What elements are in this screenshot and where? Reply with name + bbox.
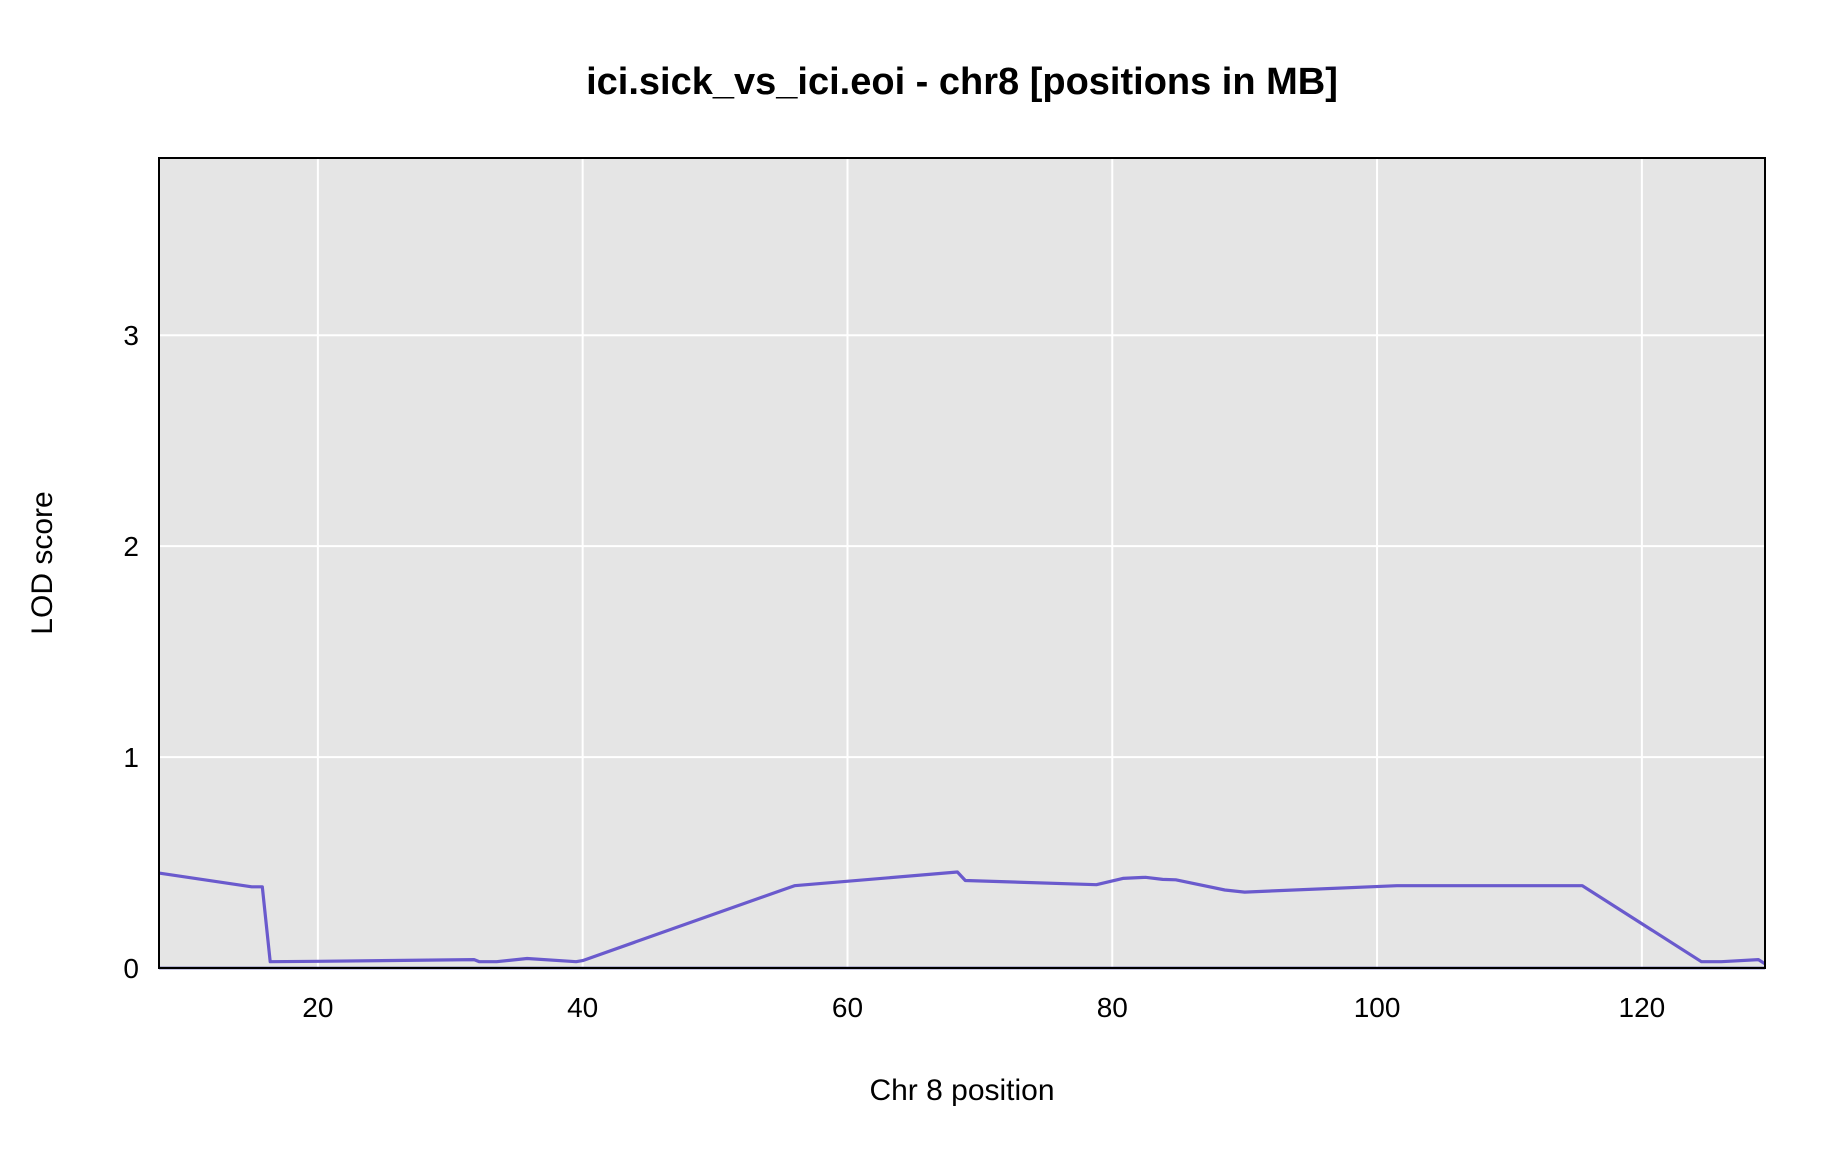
- x-tick-label: 60: [832, 992, 863, 1023]
- y-tick-label: 3: [123, 320, 139, 351]
- y-axis-label: LOD score: [26, 491, 59, 634]
- series-layer: [158, 870, 1766, 966]
- x-tick-label: 20: [302, 992, 333, 1023]
- plot-frame: [158, 157, 1766, 969]
- x-tick-label: 100: [1354, 992, 1401, 1023]
- y-tick-label: 1: [123, 742, 139, 773]
- chart-title: ici.sick_vs_ici.eoi - chr8 [positions in…: [586, 61, 1338, 103]
- x-tick-label: 40: [567, 992, 598, 1023]
- y-tick-label: 2: [123, 531, 139, 562]
- x-axis-label: Chr 8 position: [869, 1074, 1054, 1107]
- tick-labels: 20 40 60 80 100 120 0 1 2 3: [123, 320, 1665, 1023]
- y-tick-label: 0: [123, 953, 139, 984]
- plot-panel: [159, 158, 1765, 968]
- lod-series-line: [158, 870, 1766, 966]
- x-tick-label: 120: [1619, 992, 1666, 1023]
- x-tick-label: 80: [1097, 992, 1128, 1023]
